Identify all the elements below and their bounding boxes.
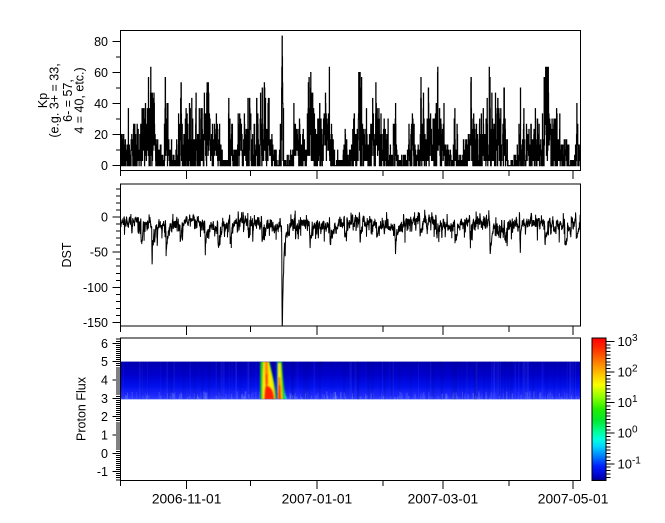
svg-text:3: 3 [101, 392, 108, 406]
svg-text:2: 2 [101, 410, 108, 424]
svg-text:(e.g. 3+ = 33,: (e.g. 3+ = 33, [48, 63, 62, 137]
svg-text:2006-11-01: 2006-11-01 [152, 492, 222, 507]
svg-text:4: 4 [101, 374, 108, 388]
svg-text:2007-05-01: 2007-05-01 [538, 492, 609, 507]
svg-text:-150: -150 [83, 316, 108, 330]
svg-text:DST: DST [60, 242, 74, 267]
svg-text:80: 80 [94, 35, 108, 49]
svg-text:-1: -1 [97, 465, 108, 479]
svg-text:6- = 57,: 6- = 57, [61, 79, 75, 122]
svg-text:0: 0 [101, 159, 108, 173]
svg-text:0: 0 [101, 447, 108, 461]
svg-text:-50: -50 [90, 246, 108, 260]
svg-text:4 = 40, etc.): 4 = 40, etc.) [73, 67, 87, 133]
svg-text:Proton Flux: Proton Flux [75, 376, 89, 441]
svg-text:2007-01-01: 2007-01-01 [282, 492, 353, 507]
svg-text:-100: -100 [83, 281, 108, 295]
svg-text:60: 60 [94, 66, 108, 80]
svg-text:20: 20 [94, 128, 108, 142]
svg-text:6: 6 [101, 337, 108, 351]
svg-text:2007-03-01: 2007-03-01 [408, 492, 479, 507]
svg-text:Kp: Kp [36, 93, 50, 108]
svg-text:0: 0 [101, 211, 108, 225]
svg-text:5: 5 [101, 355, 108, 369]
svg-text:40: 40 [94, 97, 108, 111]
svg-text:1: 1 [101, 429, 108, 443]
